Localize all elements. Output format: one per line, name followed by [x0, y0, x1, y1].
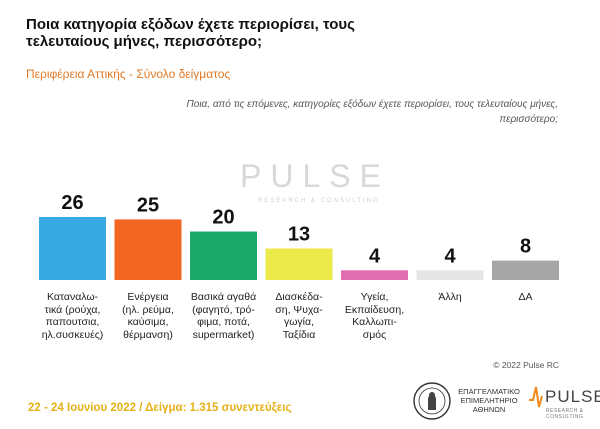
pulse-watermark-sub: RESEARCH & CONSULTING: [258, 198, 380, 204]
bar-value-label: 8: [520, 236, 531, 258]
pulse-watermark: PULSE: [240, 158, 390, 194]
category-label-line: Εκπαίδευση,: [344, 303, 405, 316]
bar-7: [492, 260, 559, 280]
category-label-line: (ηλ. ρεύμα,: [122, 303, 174, 316]
category-label: Βασικά αγαθά (φαγητό, τρό-φιμα, ποτά, supe…: [178, 291, 270, 341]
bar-3: [190, 231, 257, 280]
category-label-line: Καταναλω-: [46, 291, 99, 303]
chamber-line-1: ΕΠΑΓΓΕΛΜΑΤΙΚΟ: [458, 387, 520, 396]
category-label-line: (φαγητό, τρό-: [192, 303, 255, 316]
category-label-line: Υγεία,: [360, 291, 389, 303]
bar-4: [265, 248, 333, 280]
category-label-line: παπουτσια,: [45, 316, 100, 328]
chamber-line-2: ΕΠΙΜΕΛΗΤΗΡΙΟ: [460, 396, 518, 405]
bar-value-label: 20: [212, 207, 234, 229]
category-label-line: καύσιμα,: [127, 316, 169, 328]
category-label-line: Καλλωπι-: [352, 316, 397, 328]
category-label-line: θέρμανση): [123, 328, 173, 341]
category-label: Υγεία, Εκπαίδευση, Καλλωπι-σμός: [329, 291, 421, 341]
category-label-line: Διασκέδα-: [275, 291, 323, 303]
category-label-line: Ενέργεια: [127, 291, 169, 303]
category-label-line: ηλ.συσκευές): [41, 328, 104, 341]
bar-value-label: 4: [369, 245, 381, 267]
bar-value-label: 4: [444, 245, 456, 267]
copyright-text: © 2022 Pulse RC: [493, 360, 559, 370]
pulse-logo-text: PULSE: [545, 387, 600, 406]
category-label-line: Άλλη: [438, 291, 462, 303]
category-label-line: φιμα, ποτά,: [197, 316, 250, 328]
bar-2: [114, 219, 182, 280]
category-label-line: γωγία,: [283, 316, 315, 328]
category-label: ΔΑ: [480, 291, 572, 304]
question-text: Ποια, από τις επόμενες, κατηγορίες εξόδω…: [186, 99, 558, 125]
category-label: Άλλη: [404, 291, 496, 304]
category-label: Καταναλω-τικά (ρούχα, παπουτσια, ηλ.συσκευ…: [27, 291, 119, 341]
category-label-line: ση, Ψυχα-: [275, 303, 323, 316]
pulse-logo-icon: [529, 386, 543, 408]
category-label-line: Βασικά αγαθά: [190, 291, 257, 303]
bar-5: [341, 270, 408, 280]
page-title: Ποια κατηγορία εξόδων έχετε περιορίσει, …: [26, 16, 355, 50]
category-label-line: σμός: [362, 328, 387, 341]
chamber-name: ΕΠΑΓΓΕΛΜΑΤΙΚΟ ΕΠΙΜΕΛΗΤΗΡΙΟ ΑΘΗΝΩΝ: [455, 387, 523, 414]
category-label-line: ΔΑ: [518, 291, 533, 303]
bar-1: [39, 217, 106, 280]
survey-footer: 22 - 24 Ιουνίου 2022 / Δείγμα: 1.315 συν…: [28, 402, 292, 414]
pulse-logo-sub: RESEARCH & CONSULTING: [546, 408, 584, 420]
category-label-line: τικά (ρούχα,: [44, 303, 101, 316]
chamber-line-3: ΑΘΗΝΩΝ: [472, 405, 506, 414]
category-label: Διασκέδα-ση, Ψυχα-γωγία, Ταξίδια: [253, 291, 345, 341]
chamber-seal-icon: [413, 382, 451, 420]
bar-6: [416, 270, 484, 280]
category-label-line: supermarket): [192, 328, 255, 341]
bar-value-label: 25: [137, 194, 159, 216]
bar-value-label: 26: [61, 192, 83, 214]
bar-value-label: 13: [288, 224, 310, 246]
category-label-line: Ταξίδια: [282, 328, 316, 341]
page-subtitle: Περιφέρεια Αττικής - Σύνολο δείγματος: [26, 67, 231, 81]
category-label: Ενέργεια (ηλ. ρεύμα, καύσιμα, θέρμανση): [102, 291, 194, 341]
